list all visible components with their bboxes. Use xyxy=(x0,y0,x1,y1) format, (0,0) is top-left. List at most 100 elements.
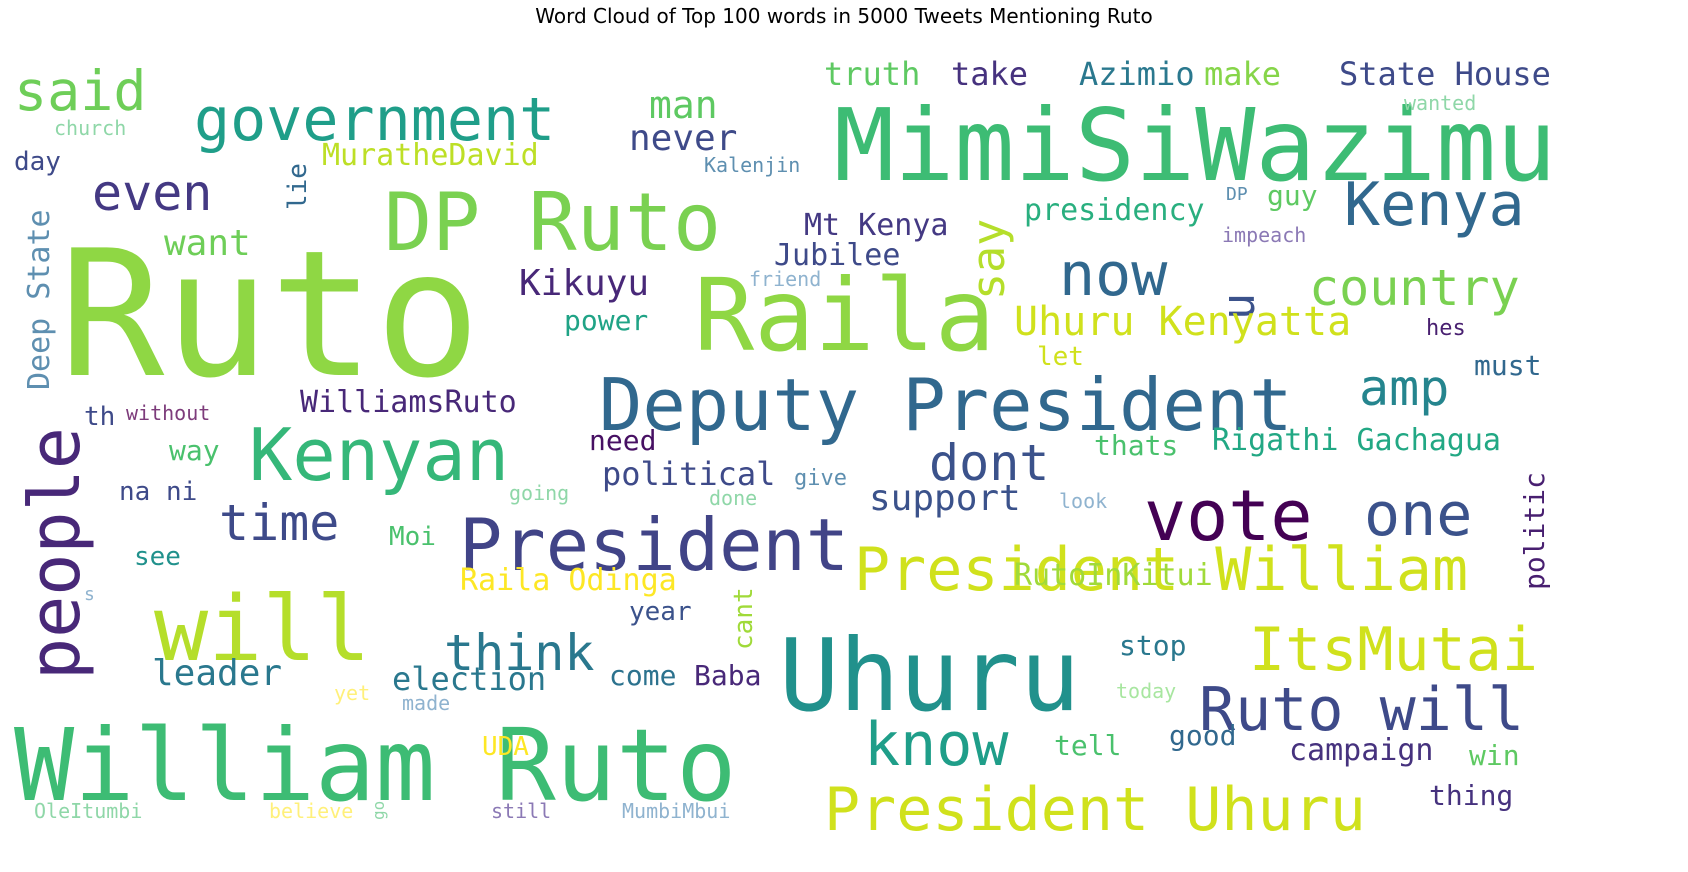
word-people: people xyxy=(14,427,96,680)
word-rigathi-gachagua: Rigathi Gachagua xyxy=(1212,423,1501,458)
word-year: year xyxy=(629,597,692,627)
word-go: go xyxy=(369,801,388,820)
word-see: see xyxy=(134,542,181,572)
word-believe: believe xyxy=(269,799,353,823)
word-today: today xyxy=(1116,679,1176,703)
word-day: day xyxy=(14,147,61,177)
word-william-ruto: William Ruto xyxy=(14,707,736,824)
word-kenyan: Kenyan xyxy=(249,413,509,497)
word-win: win xyxy=(1469,739,1520,772)
word-uhuru: Uhuru xyxy=(779,617,1080,734)
word-done: done xyxy=(709,486,757,510)
word-must: must xyxy=(1474,349,1541,382)
word-church: church xyxy=(54,116,126,140)
word-uda: UDA xyxy=(482,732,529,762)
word-jubilee: Jubilee xyxy=(774,238,900,273)
word-country: country xyxy=(1309,259,1520,317)
word-let: let xyxy=(1037,342,1084,372)
word-take: take xyxy=(951,55,1028,93)
word-time: time xyxy=(219,494,339,552)
word-government: government xyxy=(194,85,555,155)
word-man: man xyxy=(649,83,718,127)
word-make: make xyxy=(1204,55,1281,93)
word-th: th xyxy=(84,402,115,432)
word-presidency: presidency xyxy=(1024,193,1205,228)
word-impeach: impeach xyxy=(1222,223,1306,247)
word-said: said xyxy=(14,59,146,123)
word-kalenjin: Kalenjin xyxy=(704,153,800,177)
word-kenya: Kenya xyxy=(1344,170,1525,240)
word-good: good xyxy=(1169,719,1236,752)
word-need: need xyxy=(589,424,656,457)
word-lie: lie xyxy=(283,163,313,210)
word-state-house: State House xyxy=(1339,55,1551,93)
word-look: look xyxy=(1059,489,1107,513)
word-say: say xyxy=(962,219,1015,300)
word-power: power xyxy=(564,304,648,337)
word-give: give xyxy=(794,466,847,491)
word-mt-kenya: Mt Kenya xyxy=(804,208,949,243)
word-azimio: Azimio xyxy=(1079,55,1195,93)
word-yet: yet xyxy=(334,681,370,705)
word-deputy-president: Deputy President xyxy=(599,363,1293,447)
word-cloud-area: Ruto MimiSiWazimu Raila William Ruto Uhuru DP… xyxy=(4,30,1684,870)
word-s: s xyxy=(84,584,95,605)
word-thats: thats xyxy=(1094,429,1178,462)
word-support: support xyxy=(869,478,1021,519)
word-dp: DP xyxy=(1226,184,1248,205)
word-one: one xyxy=(1364,480,1472,550)
word-friend: friend xyxy=(749,267,821,291)
word-na-ni: na ni xyxy=(119,477,197,507)
word-raila-odinga: Raila Odinga xyxy=(460,563,677,598)
word-know: know xyxy=(864,710,1009,780)
word-tell: tell xyxy=(1054,729,1121,762)
word-political: political xyxy=(602,455,775,493)
word-amp: amp xyxy=(1359,359,1449,417)
word-president: President xyxy=(459,503,849,587)
word-hes: hes xyxy=(1426,316,1466,341)
word-dont: dont xyxy=(929,434,1049,492)
word-even: even xyxy=(92,164,212,222)
word-leader: leader xyxy=(152,653,282,694)
word-moi: Moi xyxy=(389,522,436,552)
word-want: want xyxy=(164,223,251,264)
word-think: think xyxy=(444,624,595,682)
word-politic: politic xyxy=(1518,472,1551,590)
word-raila: Raila xyxy=(694,257,995,374)
word-vote: vote xyxy=(1144,475,1313,557)
word-baba: Baba xyxy=(694,659,761,692)
chart-title: Word Cloud of Top 100 words in 5000 Twee… xyxy=(535,4,1153,28)
word-stop: stop xyxy=(1119,629,1186,662)
word-deep-state: Deep State xyxy=(22,209,57,390)
word-ruto: Ruto xyxy=(59,214,480,417)
word-election: election xyxy=(392,660,546,698)
word-president-william: President William xyxy=(854,535,1468,605)
word-uhuru-kenyatta: Uhuru Kenyatta xyxy=(1014,299,1351,345)
word-still: still xyxy=(491,799,551,823)
word-come: come xyxy=(609,659,676,692)
word-campaign: campaign xyxy=(1289,733,1434,768)
word-guy: guy xyxy=(1267,179,1318,212)
word-president-uhuru: President Uhuru xyxy=(824,775,1366,845)
word-dp-ruto: DP Ruto xyxy=(384,176,721,269)
word-wanted: wanted xyxy=(1404,91,1476,115)
word-cant: cant xyxy=(729,587,759,650)
word-now: now xyxy=(1059,240,1168,310)
word-thing: thing xyxy=(1429,779,1513,812)
word-will: will xyxy=(154,577,371,682)
word-oleitumbi: OleItumbi xyxy=(34,799,142,823)
word-never: never xyxy=(629,118,737,159)
word-without: without xyxy=(126,401,210,425)
word-truth: truth xyxy=(824,55,920,93)
word-made: made xyxy=(402,691,450,715)
word-cloud-svg: Ruto MimiSiWazimu Raila William Ruto Uhuru DP… xyxy=(14,55,1556,845)
word-u: u xyxy=(1212,293,1265,320)
word-mumbimbui: MumbiMbui xyxy=(622,799,730,823)
word-ruto-will: Ruto will xyxy=(1199,675,1524,745)
word-rutoinkitui: RutoInKitui xyxy=(1014,558,1213,593)
word-mimisiwazimu: MimiSiWazimu xyxy=(834,87,1556,204)
word-kikuyu: Kikuyu xyxy=(519,263,649,304)
word-way: way xyxy=(169,434,220,467)
word-williamsruto: WilliamsRuto xyxy=(300,385,517,420)
word-murathedavid: MuratheDavid xyxy=(322,138,539,173)
